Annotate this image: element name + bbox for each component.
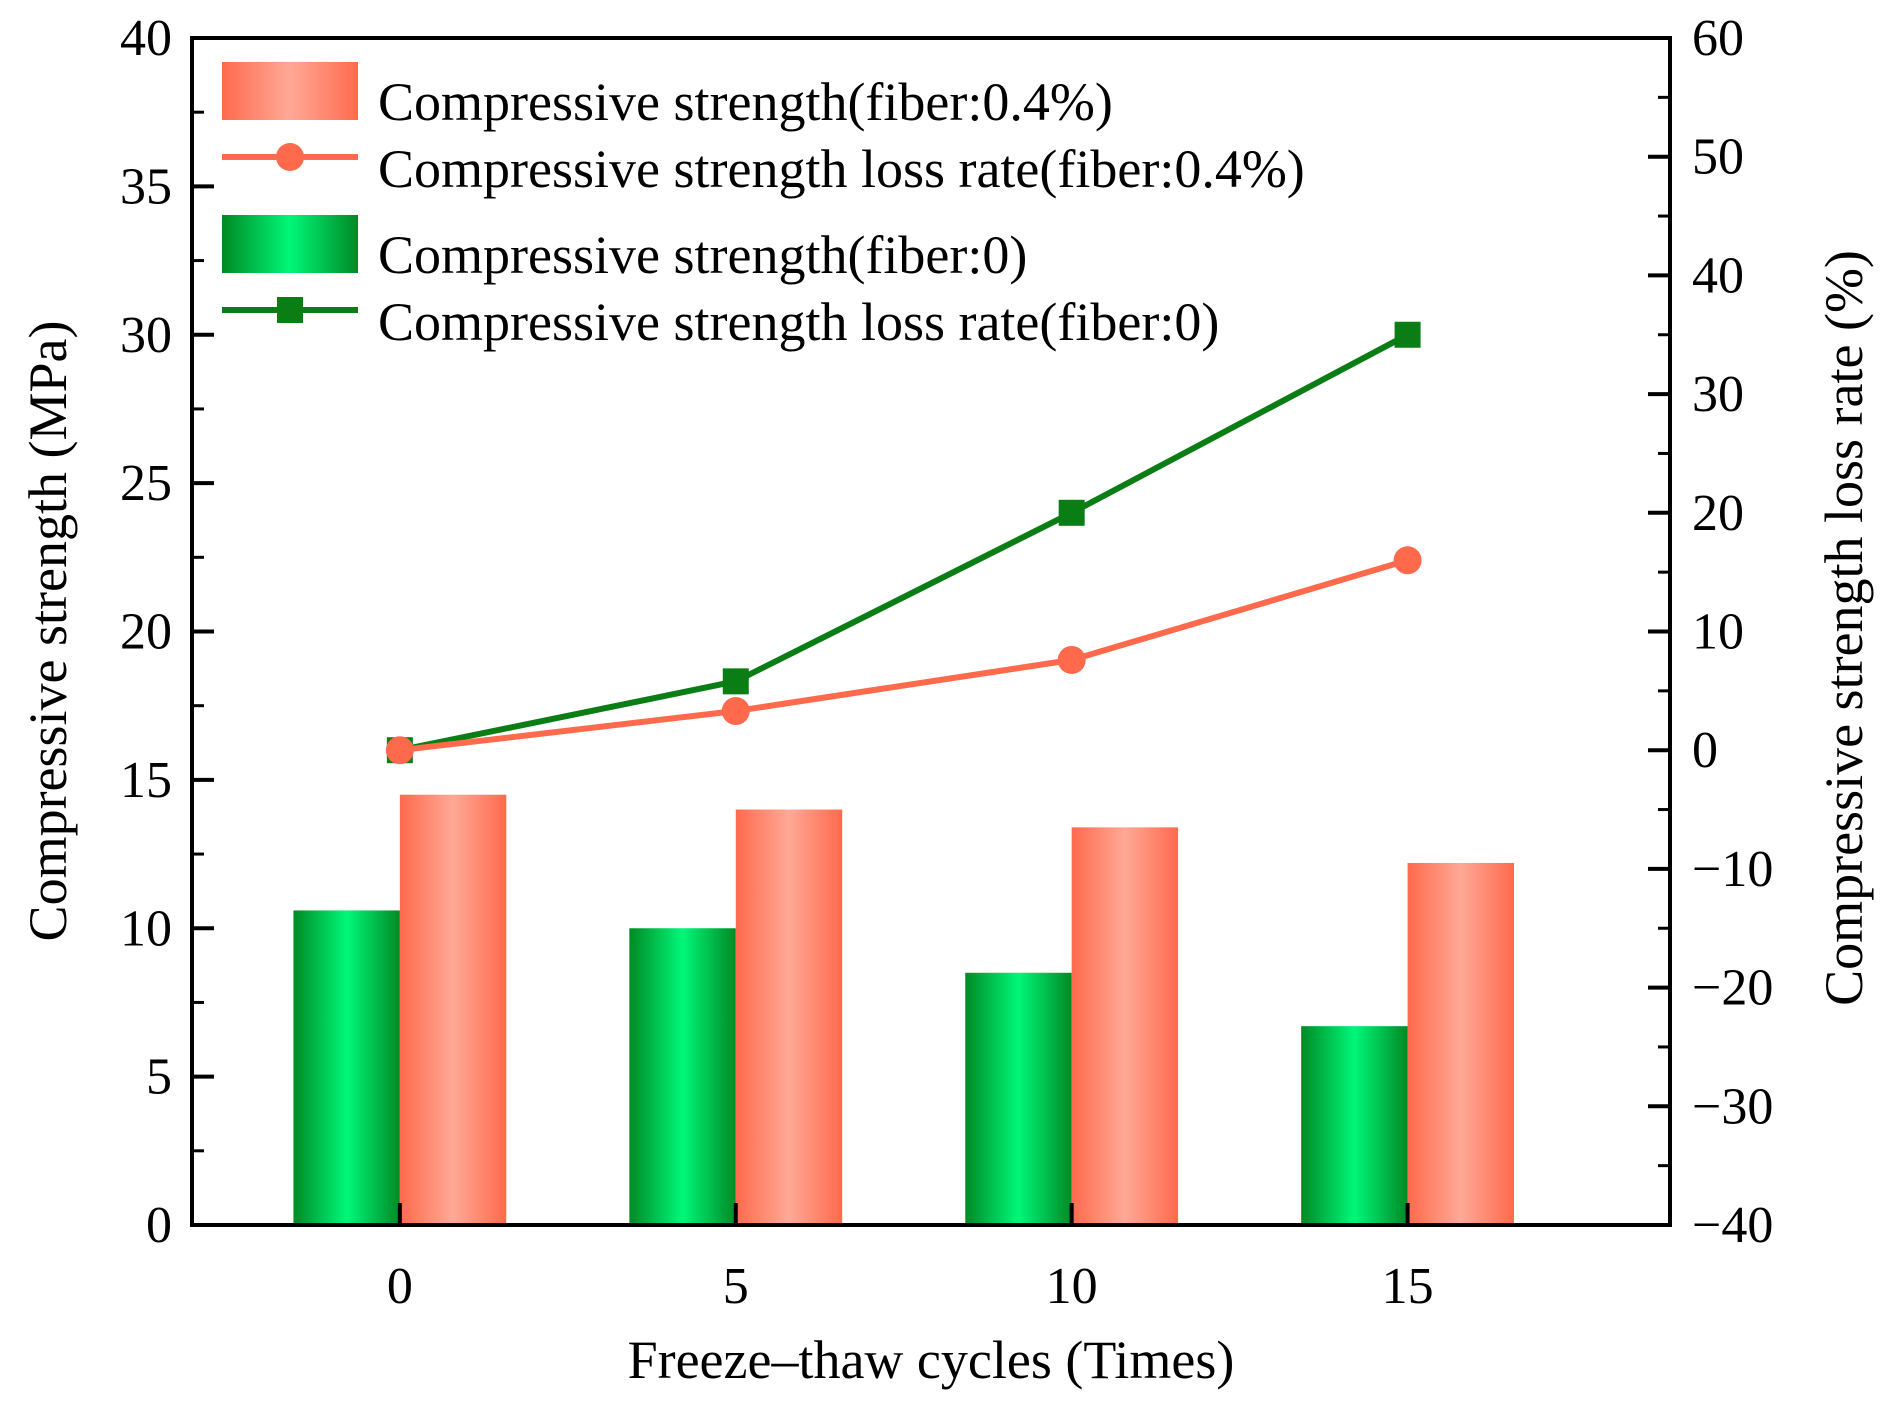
point-loss-fiber-04-15 [1393,546,1422,575]
y2-tick-label--10: −10 [1692,841,1773,898]
y-tick-label-40: 40 [120,10,172,67]
x-tick-label-0: 0 [387,1258,413,1315]
bar-fiber-04-15 [1407,862,1515,1225]
bar-fiber-04-10 [1071,827,1179,1225]
legend-label-loss-fiber-0: Compressive strength loss rate(fiber:0) [378,292,1219,352]
x-tick-label-5: 5 [723,1258,749,1315]
y2-tick-label-0: 0 [1692,722,1718,779]
x-tick-label-10: 10 [1046,1258,1098,1315]
legend-swatch-strength-fiber-04 [222,62,358,120]
y-tick-label-5: 5 [146,1049,172,1106]
y2-tick-label-10: 10 [1692,604,1744,661]
y-tick-label-20: 20 [120,604,172,661]
legend-marker-loss-fiber-0 [277,297,303,323]
y-tick-label-10: 10 [120,900,172,957]
y2-axis-title: Compressive strength loss rate (%) [1814,250,1874,1006]
legend-label-loss-fiber-04: Compressive strength loss rate(fiber:0.4… [378,139,1305,199]
bar-fiber-0-15 [1301,1026,1408,1225]
point-loss-fiber-0-5 [722,668,749,695]
bar-fiber-04-0 [399,794,507,1225]
y-tick-label-25: 25 [120,455,172,512]
point-loss-fiber-04-5 [721,697,750,726]
ticks-layer [192,36,1670,1227]
y2-tick-label-40: 40 [1692,247,1744,304]
point-loss-fiber-04-10 [1057,645,1086,674]
legend: Compressive strength(fiber:0.4%) Compress… [222,62,1305,352]
line-loss-fiber-04 [399,557,1409,754]
y-tick-label-15: 15 [120,752,172,809]
y-tick-label-35: 35 [120,158,172,215]
legend-swatch-strength-fiber-0 [222,215,358,273]
bar-fiber-0-5 [629,928,736,1225]
legend-label-strength-fiber-04: Compressive strength(fiber:0.4%) [378,72,1113,132]
point-loss-fiber-0-15 [1394,321,1421,348]
y2-tick-label--30: −30 [1692,1078,1773,1135]
bar-fiber-0-0 [293,910,400,1225]
x-axis-title: Freeze–thaw cycles (Times) [628,1330,1235,1390]
y-tick-label-0: 0 [146,1197,172,1254]
y2-tick-label-20: 20 [1692,485,1744,542]
point-loss-fiber-04-0 [385,736,414,765]
legend-label-strength-fiber-0: Compressive strength(fiber:0) [378,225,1027,285]
y2-tick-label-50: 50 [1692,129,1744,186]
bars-layer [293,794,1515,1225]
point-loss-fiber-0-10 [1058,499,1085,526]
y2-tick-label-60: 60 [1692,10,1744,67]
lines-layer [385,321,1422,765]
y-axis-title: Compressive strength (MPa) [18,321,78,942]
bar-fiber-0-10 [965,972,1072,1225]
line-loss-fiber-0 [399,332,1409,754]
legend-marker-loss-fiber-04 [276,143,304,171]
tick-labels-layer: 0510152025303540−40−30−20−10010203040506… [120,10,1773,1315]
y2-tick-label-30: 30 [1692,366,1744,423]
x-tick-label-15: 15 [1382,1258,1434,1315]
bar-fiber-04-5 [735,809,843,1225]
y2-tick-label--40: −40 [1692,1197,1773,1254]
y-tick-label-30: 30 [120,307,172,364]
y2-tick-label--20: −20 [1692,960,1773,1017]
